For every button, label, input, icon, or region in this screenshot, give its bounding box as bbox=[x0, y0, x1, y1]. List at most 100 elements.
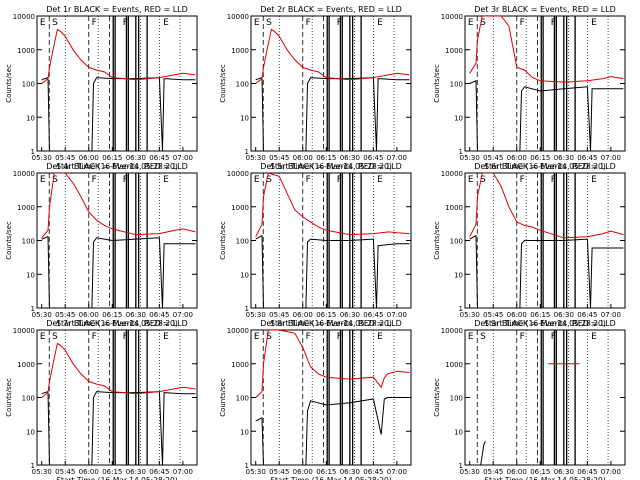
panel-title: Det 7r BLACK = Events, RED = LLD bbox=[46, 319, 188, 328]
x-tick-label: 05:45 bbox=[483, 154, 503, 162]
y-tick-label: 100 bbox=[450, 395, 463, 403]
y-tick-label: 10 bbox=[240, 114, 249, 122]
events-series-line bbox=[41, 390, 196, 465]
y-axis-label: Counts/sec bbox=[219, 378, 227, 417]
lld-series-line bbox=[255, 330, 410, 398]
plot-frame bbox=[464, 15, 626, 152]
lld-series-line bbox=[469, 173, 624, 239]
panel-title: Det 6r BLACK = Events, RED = LLD bbox=[474, 162, 616, 171]
panel-title: Det 8r BLACK = Events, RED = LLD bbox=[260, 319, 402, 328]
x-tick-label: 06:30 bbox=[340, 311, 360, 319]
y-axis-label: Counts/sec bbox=[433, 378, 441, 417]
flag-label: S bbox=[52, 175, 58, 185]
x-tick-label: 06:45 bbox=[149, 154, 169, 162]
flag-label: E bbox=[163, 332, 169, 342]
y-tick-label: 10 bbox=[454, 428, 463, 436]
x-tick-label: 05:30 bbox=[246, 468, 266, 476]
x-tick-label: 07:00 bbox=[173, 468, 193, 476]
y-tick-label: 1 bbox=[245, 462, 249, 470]
x-tick-label: 06:30 bbox=[554, 468, 574, 476]
x-tick-label: 05:45 bbox=[269, 154, 289, 162]
y-axis-label: Counts/sec bbox=[433, 64, 441, 103]
x-tick-label: 05:30 bbox=[246, 154, 266, 162]
y-tick-label: 10000 bbox=[13, 170, 35, 178]
flag-label: E bbox=[254, 18, 260, 28]
flag-label: E bbox=[591, 332, 597, 342]
y-tick-label: 10000 bbox=[441, 13, 463, 21]
x-tick-label: 05:30 bbox=[32, 154, 52, 162]
flag-label: F bbox=[520, 18, 525, 28]
y-tick-label: 1000 bbox=[231, 204, 249, 212]
y-tick-label: 10000 bbox=[441, 327, 463, 335]
y-tick-label: 1 bbox=[459, 148, 463, 156]
x-tick-label: 06:45 bbox=[363, 311, 383, 319]
flag-label: E bbox=[377, 332, 383, 342]
x-tick-label: 05:45 bbox=[483, 468, 503, 476]
y-tick-label: 1000 bbox=[17, 47, 35, 55]
x-tick-label: 06:15 bbox=[102, 154, 122, 162]
flag-label: E bbox=[254, 175, 260, 185]
x-tick-label: 06:45 bbox=[363, 468, 383, 476]
flag-label: E bbox=[591, 18, 597, 28]
lld-series-line bbox=[41, 173, 196, 239]
flag-label: S bbox=[266, 332, 272, 342]
flag-label: F bbox=[306, 332, 311, 342]
x-tick-label: 06:15 bbox=[102, 311, 122, 319]
x-tick-label: 06:15 bbox=[316, 311, 336, 319]
x-tick-label: 07:00 bbox=[173, 154, 193, 162]
events-series-line bbox=[41, 235, 196, 308]
flag-label: F bbox=[337, 175, 342, 185]
x-tick-label: 06:45 bbox=[149, 468, 169, 476]
plot-frame bbox=[250, 15, 412, 152]
x-tick-label: 06:00 bbox=[507, 311, 527, 319]
y-tick-label: 1000 bbox=[17, 204, 35, 212]
y-tick-label: 1 bbox=[245, 148, 249, 156]
flag-label: F bbox=[92, 332, 97, 342]
events-series-line bbox=[255, 234, 410, 308]
flag-label: S bbox=[480, 332, 486, 342]
x-tick-label: 07:00 bbox=[387, 154, 407, 162]
x-tick-label: 06:30 bbox=[126, 468, 146, 476]
x-tick-label: 05:30 bbox=[32, 311, 52, 319]
y-tick-label: 10 bbox=[454, 271, 463, 279]
x-axis-label: Start Time (16-Mar-14 05:28:20) bbox=[270, 476, 392, 480]
x-tick-label: 06:00 bbox=[507, 468, 527, 476]
flag-label: E bbox=[377, 18, 383, 28]
events-series-line bbox=[479, 441, 486, 465]
x-tick-label: 07:00 bbox=[173, 311, 193, 319]
x-tick-label: 06:30 bbox=[340, 154, 360, 162]
x-axis-label: Start Time (16-Mar-14 05:28:20) bbox=[56, 476, 178, 480]
x-tick-label: 06:15 bbox=[102, 468, 122, 476]
flag-label: F bbox=[337, 332, 342, 342]
x-tick-label: 06:00 bbox=[79, 311, 99, 319]
flag-label: E bbox=[591, 175, 597, 185]
x-tick-label: 05:45 bbox=[269, 311, 289, 319]
panel-title: Det 1r BLACK = Events, RED = LLD bbox=[46, 5, 188, 14]
x-axis-label: Start Time (16-Mar-14 05:28:20) bbox=[484, 319, 606, 328]
x-tick-label: 06:00 bbox=[507, 154, 527, 162]
panel-title: Det 3r BLACK = Events, RED = LLD bbox=[474, 5, 616, 14]
x-tick-label: 06:30 bbox=[340, 468, 360, 476]
panel-title: Det 5r BLACK = Events, RED = LLD bbox=[260, 162, 402, 171]
x-tick-label: 05:45 bbox=[269, 468, 289, 476]
y-axis-label: Counts/sec bbox=[5, 64, 13, 103]
flag-label: E bbox=[40, 175, 46, 185]
x-tick-label: 07:00 bbox=[387, 311, 407, 319]
panel-title: Det 2r BLACK = Events, RED = LLD bbox=[260, 5, 402, 14]
panel-title: Det 9r BLACK = Events, RED = LLD bbox=[474, 319, 616, 328]
x-tick-label: 06:30 bbox=[554, 154, 574, 162]
x-tick-label: 05:30 bbox=[32, 468, 52, 476]
y-tick-label: 100 bbox=[236, 81, 249, 89]
flag-label: F bbox=[551, 332, 556, 342]
lld-series-line bbox=[41, 28, 196, 84]
flag-label: S bbox=[266, 18, 272, 28]
y-tick-label: 1000 bbox=[445, 47, 463, 55]
y-tick-label: 1 bbox=[31, 305, 35, 313]
flag-label: S bbox=[480, 175, 486, 185]
x-tick-label: 06:15 bbox=[530, 154, 550, 162]
